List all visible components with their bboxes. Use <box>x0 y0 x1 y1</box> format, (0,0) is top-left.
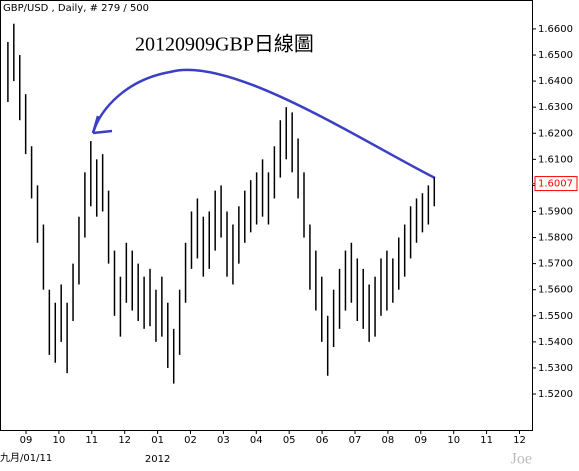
last-price-label: 1.6007 <box>538 179 573 190</box>
y-tick-label: 1.5900 <box>538 206 573 217</box>
x-tick-label: 08 <box>382 435 395 446</box>
x-tick-label: 02 <box>184 435 197 446</box>
x-tick-label: 09 <box>414 435 427 446</box>
y-tick-label: 1.5500 <box>538 311 573 322</box>
y-tick-label: 1.5700 <box>538 259 573 270</box>
annotation: 20120909GBP日線圖 <box>135 33 314 56</box>
x-tick-label: 10 <box>53 435 66 446</box>
y-tick-label: 1.6600 <box>538 24 573 35</box>
x-tick-label: 03 <box>217 435 230 446</box>
y-tick-label: 1.5600 <box>538 285 573 296</box>
chart-title: GBP/USD , Daily, # 279 / 500 <box>3 3 149 14</box>
last-price-box <box>534 176 578 192</box>
x-tick-label: 11 <box>480 435 493 446</box>
y-tick-label: 1.5400 <box>538 337 573 348</box>
arrow-head <box>91 115 113 135</box>
x-tick-label: 05 <box>283 435 296 446</box>
x-tick-label: 09 <box>20 435 33 446</box>
x-tick-label: 06 <box>316 435 329 446</box>
x-year: 2012 <box>145 454 170 465</box>
x-tick-label: 12 <box>513 435 526 446</box>
x-tick-label: 04 <box>250 435 263 446</box>
x-tick-label: 07 <box>349 435 362 446</box>
arrow <box>91 68 436 180</box>
y-tick-label: 1.6200 <box>538 128 573 139</box>
x-tick-label: 11 <box>85 435 98 446</box>
y-tick-label: 1.5300 <box>538 363 573 374</box>
x-tick-label: 12 <box>118 435 131 446</box>
y-tick-label: 1.6100 <box>538 154 573 165</box>
y-tick-label: 1.6300 <box>538 102 573 113</box>
arrow-curve <box>91 68 436 180</box>
watermark: Joe <box>511 451 532 468</box>
x-note: 九月/01/11 <box>0 452 52 464</box>
y-tick-label: 1.5200 <box>538 389 573 400</box>
plot-frame <box>0 0 533 431</box>
y-tick-label: 1.5800 <box>538 233 573 244</box>
y-tick-label: 1.6500 <box>538 50 573 61</box>
x-tick-label: 10 <box>447 435 460 446</box>
x-tick-label: 01 <box>151 435 164 446</box>
y-tick-label: 1.6400 <box>538 76 573 87</box>
